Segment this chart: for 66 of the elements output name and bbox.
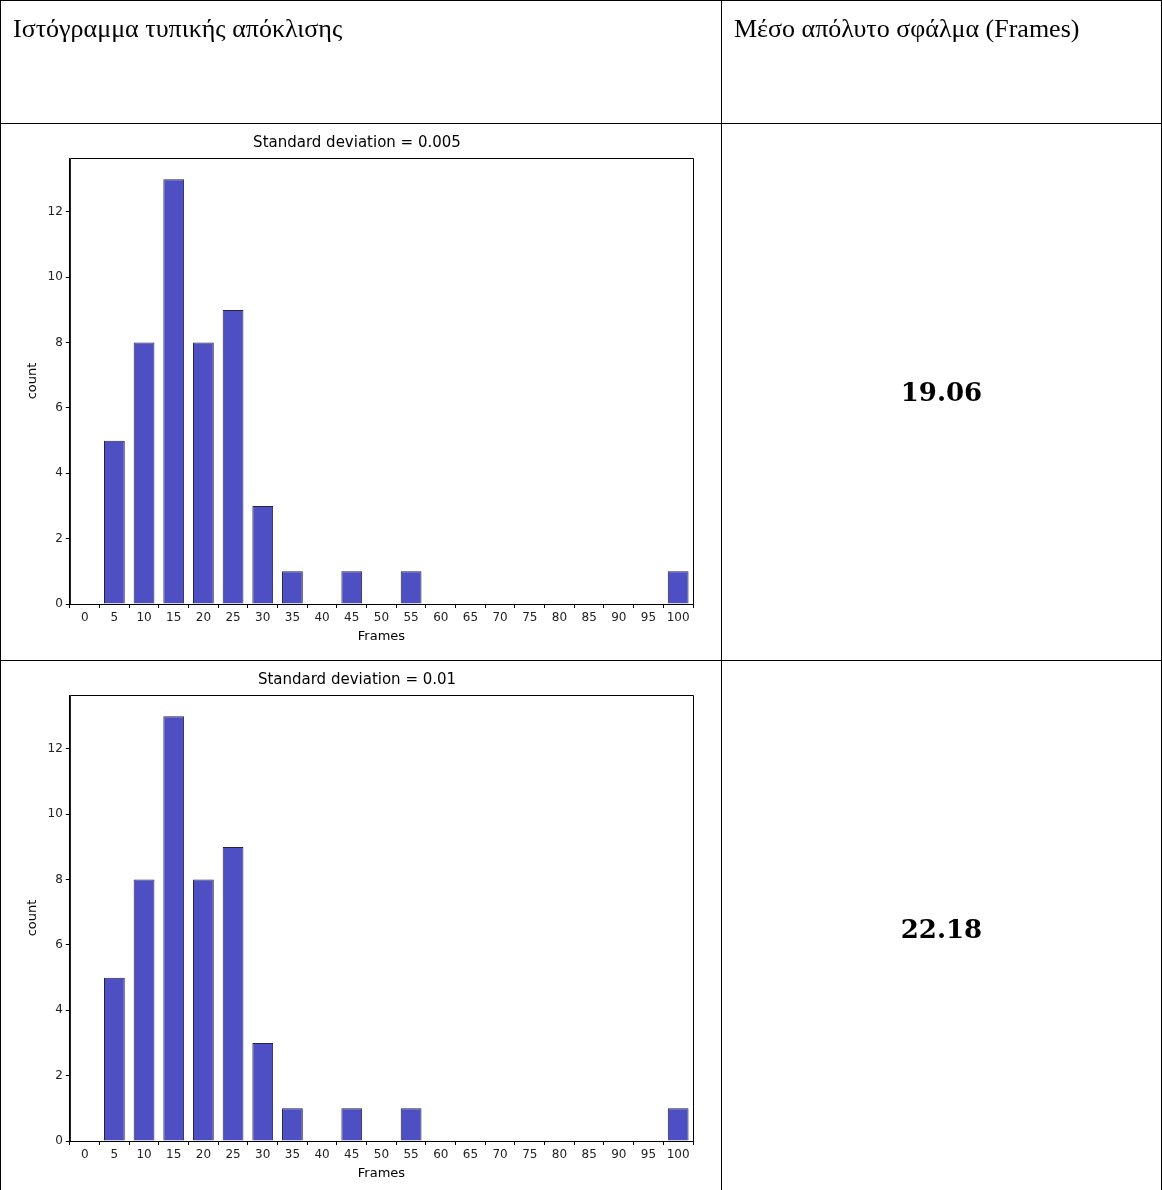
x-tick-label: 30 [255,1147,271,1162]
x-tick-label: 95 [640,610,657,625]
y-tick-label: 0 [55,1133,63,1148]
x-tick-label: 5 [110,1147,119,1162]
x-tick-label: 10 [136,1147,152,1162]
x-tick-label: 100 [666,1147,690,1162]
x-tick-label: 0 [80,1147,89,1162]
x-tick-label: 5 [110,610,119,625]
x-tick-label: 85 [581,1147,597,1162]
x-tick-label: 80 [551,1147,568,1162]
text: 22.18 [721,660,1162,1190]
x-tick-label: 25 [225,610,241,625]
x-tick-label: 15 [166,1147,182,1162]
y-tick-label: 6 [55,400,63,415]
x-tick-label: 95 [640,1147,657,1162]
x-tick-label: 70 [492,1147,508,1162]
x-tick-label: 75 [522,1147,538,1162]
x-tick-label: 85 [581,610,597,625]
text: Μέσο απόλυτο σφάλμα (Frames) [721,0,1162,124]
x-tick-label: 35 [284,1147,301,1162]
x-tick-label: 70 [492,610,508,625]
chart-title: Standard deviation = 0.01 [257,669,457,688]
x-tick-label: 55 [403,610,419,625]
x-tick-label: 15 [166,610,182,625]
x-tick-label: 75 [522,610,538,625]
x-tick-label: 60 [433,610,449,625]
y-tick-label: 8 [55,334,63,349]
x-tick-label: 65 [462,610,479,625]
y-tick-label: 4 [55,1002,63,1017]
x-tick-label: 60 [433,1147,449,1162]
y-tick-label: 2 [55,530,63,545]
y-axis-title: count [24,362,40,400]
x-tick-label: 25 [225,1147,241,1162]
x-axis-title: Frames [357,627,406,643]
x-tick-label: 20 [195,610,212,625]
x-tick-label: 35 [284,610,301,625]
y-tick-label: 0 [55,596,63,611]
x-tick-label: 90 [611,610,627,625]
y-tick-label: 6 [55,937,63,952]
y-tick-label: 8 [55,871,63,886]
x-tick-label: 45 [344,610,360,625]
x-tick-label: 50 [373,610,390,625]
y-tick-label: 10 [47,806,63,821]
y-tick-label: 2 [55,1067,63,1082]
x-tick-label: 20 [195,1147,212,1162]
y-tick-label: 10 [47,269,63,284]
x-tick-label: 80 [551,610,568,625]
x-tick-label: 0 [80,610,89,625]
x-tick-label: 90 [611,1147,627,1162]
text: 19.06 [721,123,1162,661]
y-tick-label: 12 [47,741,63,756]
chart-title: Standard deviation = 0.005 [253,132,461,151]
x-tick-label: 100 [666,610,690,625]
y-tick-label: 4 [55,465,63,480]
text: Ιστόγραμμα τυπικής απόκλισης [0,0,722,124]
x-tick-label: 40 [314,1147,330,1162]
y-tick-label: 12 [47,204,63,219]
x-tick-label: 30 [255,610,271,625]
x-tick-label: 65 [462,1147,479,1162]
x-axis-title: Frames [357,1164,406,1180]
x-tick-label: 10 [136,610,152,625]
x-tick-label: 45 [344,1147,360,1162]
x-tick-label: 40 [314,610,330,625]
y-axis-title: count [24,899,40,937]
x-tick-label: 55 [403,1147,419,1162]
x-tick-label: 50 [373,1147,390,1162]
